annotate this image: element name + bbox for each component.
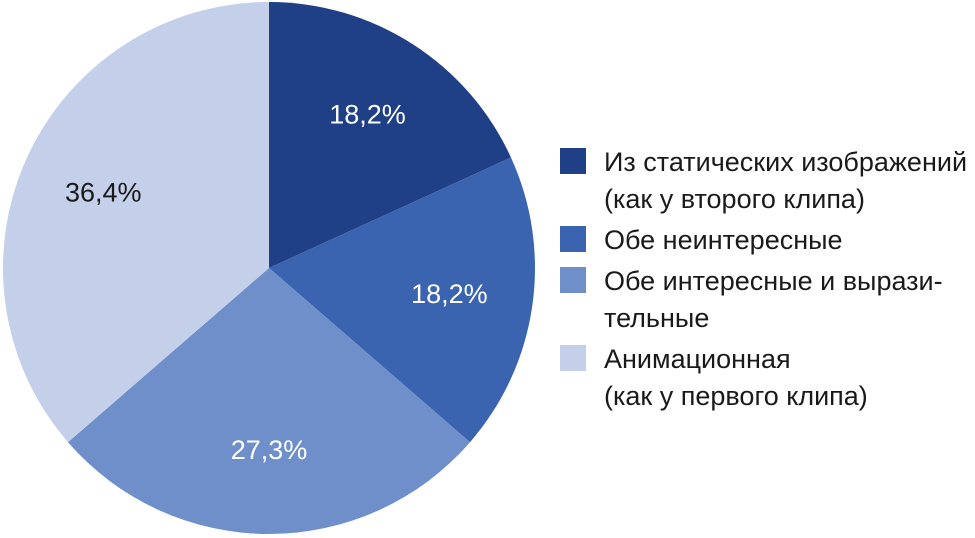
- legend-swatch: [560, 267, 586, 293]
- legend-label: Обе интересные и вырази- тельные: [604, 266, 943, 333]
- pie-slice-label-1: 18,2%: [411, 279, 488, 309]
- legend-item-static-images: Из статических изображений (как у второг…: [560, 144, 970, 218]
- pie-slice-label-3: 36,4%: [65, 177, 142, 207]
- pie-slice-2: [67, 268, 471, 534]
- pie-slice-1: [269, 157, 535, 443]
- pie-slice-label-0: 18,2%: [329, 100, 406, 130]
- chart-legend: Из статических изображений (как у второг…: [560, 144, 970, 419]
- pie-slice-labels: 18,2% 18,2% 27,3% 36,4%: [65, 100, 488, 465]
- pie-slice-3: [3, 2, 270, 443]
- legend-swatch: [560, 226, 586, 252]
- legend-item-animated: Анимационная (как у первого клипа): [560, 341, 970, 415]
- pie-slices: [3, 2, 535, 534]
- legend-label: Обе неинтересные: [604, 225, 843, 255]
- legend-swatch: [560, 148, 586, 174]
- legend-item-both-interesting: Обе интересные и вырази- тельные: [560, 263, 970, 337]
- pie-slice-0: [269, 2, 511, 268]
- legend-label: Из статических изображений (как у второг…: [604, 147, 968, 214]
- legend-label: Анимационная (как у первого клипа): [604, 344, 868, 411]
- legend-swatch: [560, 345, 586, 371]
- pie-slice-label-2: 27,3%: [231, 435, 308, 465]
- legend-item-both-uninteresting: Обе неинтересные: [560, 222, 970, 259]
